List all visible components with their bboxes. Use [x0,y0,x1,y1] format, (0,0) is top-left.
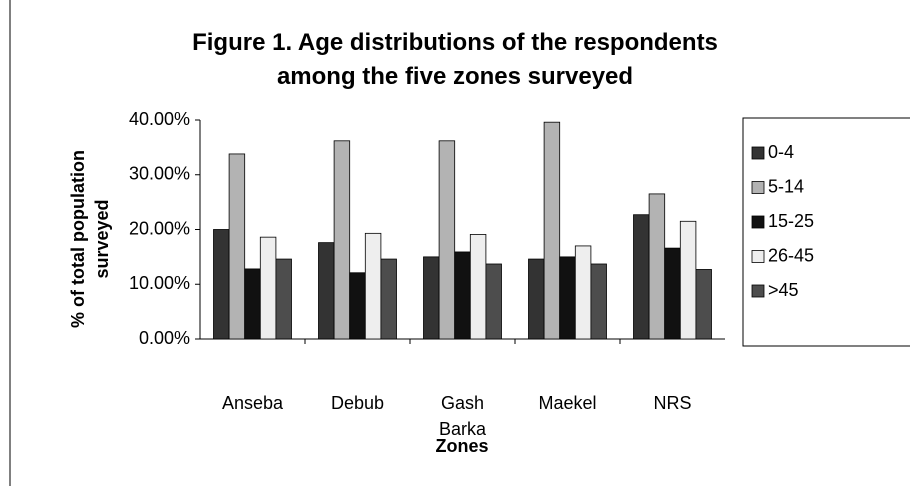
legend-swatch [751,146,765,160]
bar [469,234,487,340]
bar [318,242,335,340]
x-tick-label: Debub [330,393,385,413]
bar [333,140,351,340]
bar [228,153,246,340]
bar [454,251,471,340]
bar [574,245,592,340]
x-tick-label: NRS [653,393,692,413]
bar [679,220,697,340]
legend-swatch [751,181,765,194]
bar [559,256,576,340]
x-tick-label: Gash Barka [438,393,487,439]
bar [543,121,561,340]
legend-label: 5-14 [768,176,804,196]
bar [648,193,666,340]
bar [590,263,607,340]
bar [349,272,366,340]
bar [664,247,681,340]
chart-title: Figure 1. Age distributions of the respo… [192,29,718,90]
bar [633,214,650,340]
x-tick-label: Anseba [221,393,284,413]
x-tick-label: Maekel [538,393,597,413]
legend-label: >45 [768,280,799,300]
legend-box [742,117,910,347]
bar [259,236,277,340]
y-tick-label: 0.00% [139,328,190,348]
legend-label: 26-45 [768,245,814,265]
bar [380,258,397,340]
y-axis-label: % of total population surveyed [68,150,112,328]
legend-swatch [751,250,765,263]
legend-label: 0-4 [768,142,794,162]
y-tick-label: 20.00% [129,218,190,238]
bar [485,263,502,340]
bar [244,268,261,340]
bar [213,229,230,340]
legend-swatch [751,284,765,298]
y-tick-label: 40.00% [129,109,190,129]
legend-label: 15-25 [768,211,814,231]
bar [438,140,456,340]
legend-swatch [751,215,765,229]
y-tick-label: 30.00% [129,164,190,184]
bar [423,256,440,340]
bar [528,258,545,340]
bar [695,269,712,340]
bar [364,232,382,340]
bar [275,258,292,340]
x-axis-label: Zones [435,436,489,456]
y-tick-label: 10.00% [129,273,190,293]
